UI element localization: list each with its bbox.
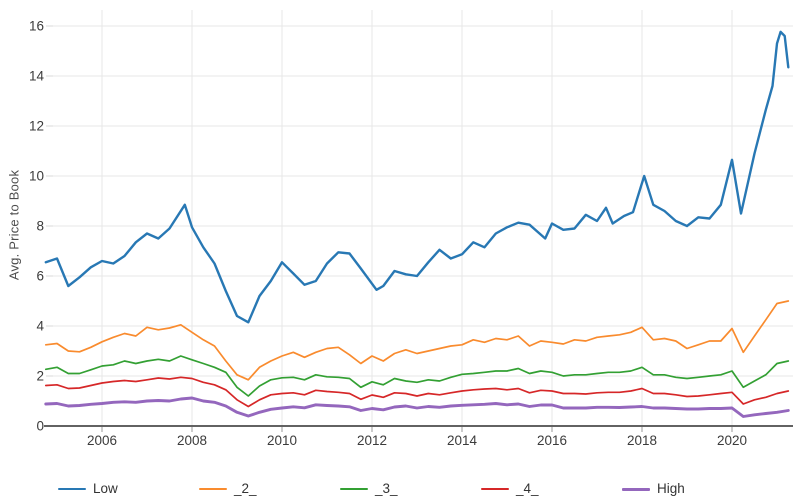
y-tick-label: 16: [29, 19, 44, 34]
y-tick-label: 14: [29, 69, 45, 84]
y-tick-label: 10: [29, 169, 44, 184]
legend-item-2[interactable]: _2_: [199, 479, 257, 499]
legend-label: _2_: [234, 481, 257, 496]
x-tick-label: 2016: [537, 433, 567, 448]
y-tick-label: 6: [36, 269, 44, 284]
series-line-_2_: [44, 300, 790, 381]
x-tick-label: 2018: [627, 433, 657, 448]
legend: Low _2_ _3_ _4_ High: [0, 479, 793, 501]
x-tick-label: 2012: [357, 433, 387, 448]
series-line-Low: [44, 30, 790, 324]
x-tick-label: 2020: [717, 433, 747, 448]
legend-swatch-icon: [340, 488, 368, 490]
series-line-_4_: [44, 376, 790, 408]
x-tick-label: 2010: [267, 433, 297, 448]
legend-swatch-icon: [622, 487, 650, 491]
y-tick-label: 0: [36, 419, 44, 434]
legend-label: _4_: [516, 481, 539, 496]
legend-item-Low[interactable]: Low: [58, 479, 118, 499]
x-tick-label: 2008: [177, 433, 207, 448]
x-tick-label: 2014: [447, 433, 478, 448]
series-line-_3_: [44, 355, 790, 397]
legend-label: Low: [93, 481, 118, 496]
x-tick-label: 2006: [87, 433, 117, 448]
legend-swatch-icon: [199, 488, 227, 490]
legend-swatch-icon: [58, 488, 86, 490]
y-tick-label: 8: [36, 219, 44, 234]
series-line-High: [44, 396, 790, 418]
legend-item-3[interactable]: _3_: [340, 479, 398, 499]
legend-label: _3_: [375, 481, 398, 496]
legend-label: High: [657, 481, 685, 496]
y-tick-label: 4: [36, 319, 44, 334]
legend-swatch-icon: [481, 488, 509, 490]
legend-item-4[interactable]: _4_: [481, 479, 539, 499]
legend-item-High[interactable]: High: [622, 479, 685, 499]
y-tick-label: 2: [36, 369, 44, 384]
y-tick-label: 12: [29, 119, 44, 134]
